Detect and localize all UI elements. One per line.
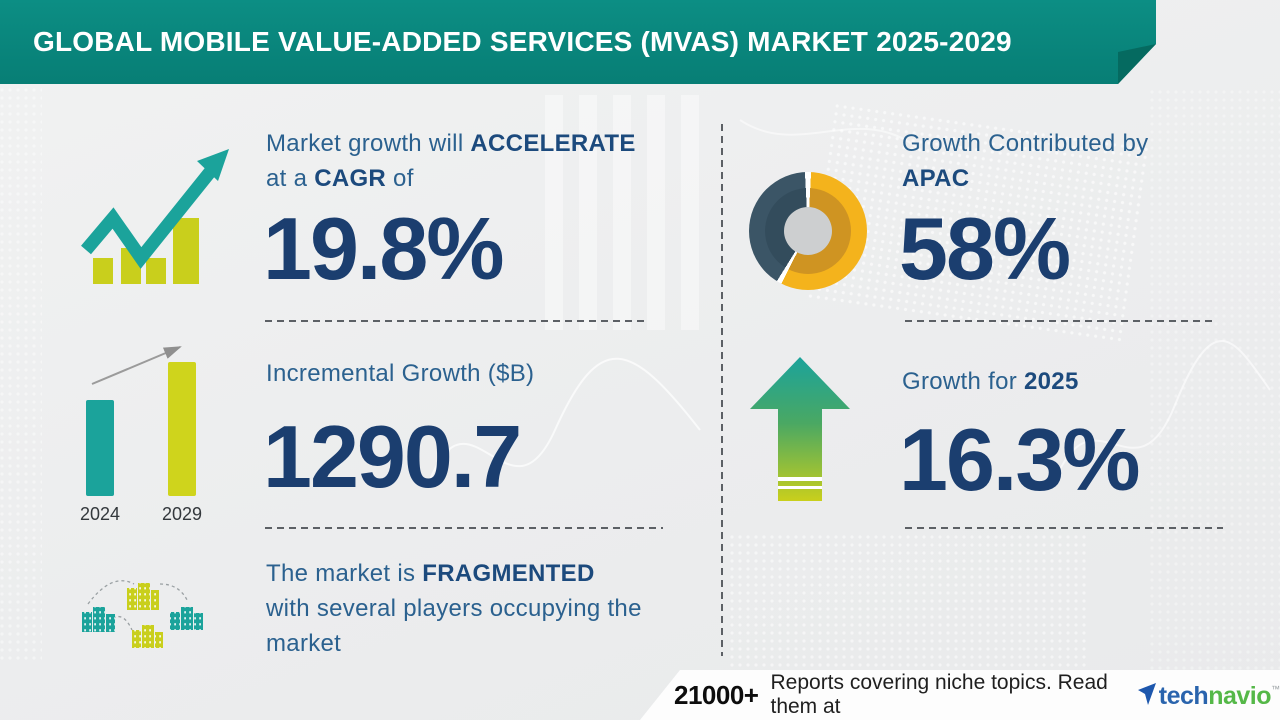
divider-right-2	[905, 527, 1223, 529]
cagr-value: 19.8%	[263, 199, 505, 298]
growth-2025-value: 16.3%	[899, 410, 1141, 509]
technavio-logo: tech navio ™	[1137, 680, 1280, 711]
header-ribbon: GLOBAL MOBILE VALUE-ADDED SERVICES (MVAS…	[0, 0, 1156, 84]
technavio-leaf-icon	[1137, 682, 1156, 705]
apac-region: APAC	[902, 161, 1148, 196]
up-arrow-icon	[750, 357, 850, 501]
buildings-cluster-icon	[82, 580, 203, 648]
cagr-line1-bold: ACCELERATE	[470, 130, 636, 157]
halftone-dots-decoration	[0, 88, 42, 663]
growth-2025-caption: Growth for 2025	[902, 364, 1079, 399]
divider-left-2	[265, 527, 663, 529]
fragmented-line1: The market is FRAGMENTED	[266, 556, 642, 591]
year-end-label: 2029	[162, 504, 202, 524]
cagr-line2-text: at a	[266, 165, 315, 192]
donut-chart-icon	[749, 172, 867, 290]
report-count: 21000+	[674, 679, 759, 710]
apac-region-bold: APAC	[902, 165, 970, 192]
bar-chart-2024-2029-icon: 2024 2029	[80, 346, 202, 524]
fragmented-line1-text: The market is	[266, 560, 423, 587]
cagr-caption-line2: at a CAGR of	[266, 161, 636, 196]
apac-caption-line1: Growth Contributed by	[902, 130, 1149, 157]
arrow-stripe	[750, 486, 850, 489]
growth-2025-year: 2025	[1024, 368, 1079, 395]
footer-text: Reports covering niche topics. Read them…	[770, 671, 1108, 718]
arrow-stripe	[750, 477, 850, 481]
fragmented-line1-bold: FRAGMENTED	[422, 560, 595, 587]
cagr-line2-bold: CAGR	[314, 165, 387, 192]
fragmented-caption: The market is FRAGMENTED with several pl…	[266, 556, 642, 661]
growth-2025-text: Growth for	[902, 368, 1024, 395]
ghost-bars-decoration	[545, 95, 710, 330]
fragmented-line2: with several players occupying the	[266, 595, 642, 622]
page-title: GLOBAL MOBILE VALUE-ADDED SERVICES (MVAS…	[33, 26, 1012, 57]
apac-share-value: 58%	[899, 199, 1071, 298]
fragmented-line3: market	[266, 630, 342, 657]
cagr-caption-line1: Market growth will ACCELERATE	[266, 126, 636, 161]
incremental-growth-value: 1290.7	[263, 407, 522, 506]
incremental-growth-label: Incremental Growth ($B)	[266, 360, 535, 387]
apac-caption: Growth Contributed by APAC	[902, 126, 1148, 196]
divider-left-1	[265, 320, 648, 322]
divider-vertical	[721, 124, 723, 656]
line-chart-up-arrow-icon	[81, 149, 229, 284]
halftone-dots-decoration	[1150, 90, 1280, 690]
brand-name-blue: tech	[1158, 681, 1209, 710]
halftone-dots-decoration	[730, 535, 1090, 675]
cagr-caption: Market growth will ACCELERATE at a CAGR …	[266, 126, 636, 196]
year-start-label: 2024	[80, 504, 120, 524]
brand-name-green: navio	[1208, 681, 1271, 710]
divider-right-1	[905, 320, 1215, 322]
donut-center	[784, 207, 832, 255]
trademark-symbol: ™	[1271, 683, 1280, 694]
cagr-line2-suffix: of	[386, 165, 414, 192]
cagr-line1-text: Market growth will	[266, 130, 471, 157]
footer-band: 21000+ Reports covering niche topics. Re…	[640, 670, 1280, 720]
